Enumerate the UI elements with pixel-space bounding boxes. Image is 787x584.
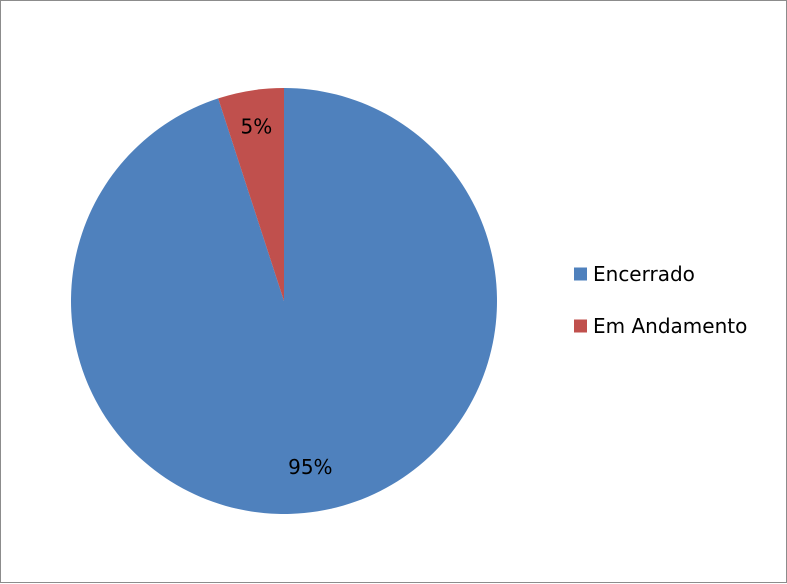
legend-item-em-andamento: Em Andamento	[574, 314, 747, 338]
pie-slice-em-andamento	[218, 88, 284, 301]
legend-swatch-em-andamento	[574, 319, 587, 333]
pie-slice-encerrado	[70, 88, 497, 515]
legend-item-encerrado: Encerrado	[574, 262, 695, 286]
legend-label-em-andamento: Em Andamento	[593, 314, 747, 338]
data-label-encerrado: 95%	[288, 455, 332, 479]
data-label-em-andamento: 5%	[240, 114, 272, 138]
legend-label-encerrado: Encerrado	[593, 262, 695, 286]
legend-swatch-encerrado	[574, 267, 587, 281]
